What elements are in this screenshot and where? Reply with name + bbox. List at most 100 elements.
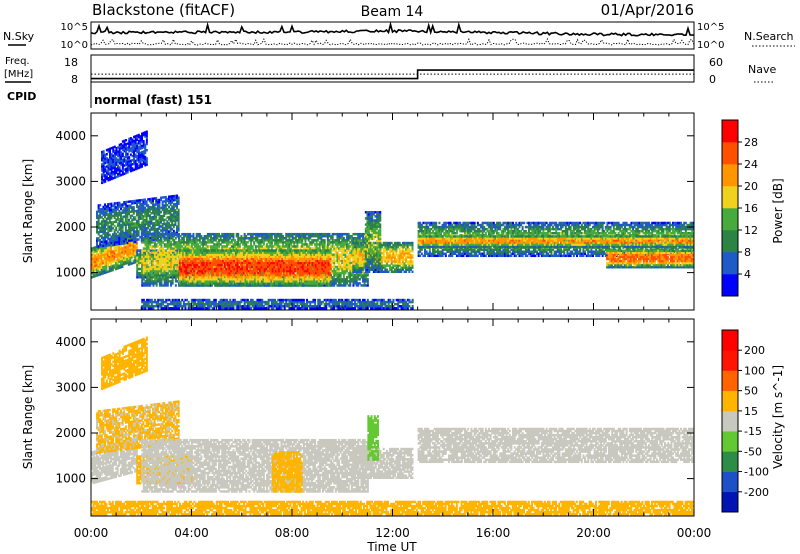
data-cell bbox=[149, 243, 152, 246]
data-cell bbox=[128, 158, 131, 161]
data-cell bbox=[118, 201, 121, 205]
data-cell bbox=[134, 199, 137, 203]
data-cell bbox=[229, 241, 232, 244]
data-cell bbox=[245, 245, 248, 248]
data-cell bbox=[137, 255, 140, 258]
data-cell bbox=[141, 132, 144, 135]
data-cell bbox=[177, 196, 180, 199]
data-cell bbox=[127, 248, 130, 252]
data-cell bbox=[165, 253, 168, 256]
data-cell bbox=[113, 168, 116, 171]
data-cell bbox=[177, 208, 180, 212]
data-cell bbox=[112, 222, 115, 226]
data-cell bbox=[123, 258, 125, 262]
data-cell bbox=[129, 222, 132, 226]
data-cell bbox=[146, 271, 149, 275]
data-cell bbox=[112, 150, 115, 153]
data-cell bbox=[211, 237, 214, 240]
data-cell bbox=[147, 284, 150, 287]
data-cell bbox=[307, 239, 310, 242]
data-cell bbox=[230, 234, 233, 238]
data-cell bbox=[163, 237, 166, 240]
data-cell bbox=[164, 202, 167, 205]
data-cell bbox=[95, 251, 98, 255]
data-cell bbox=[250, 241, 253, 244]
data-cell bbox=[136, 163, 139, 166]
data-cell bbox=[134, 234, 137, 238]
data-cell bbox=[110, 175, 113, 179]
data-cell bbox=[162, 251, 165, 254]
data-cell bbox=[144, 280, 147, 283]
data-cell bbox=[136, 269, 139, 273]
data-cell bbox=[146, 239, 149, 242]
data-cell bbox=[103, 251, 106, 254]
data-cell bbox=[118, 242, 121, 246]
data-cell bbox=[119, 255, 122, 259]
data-cell bbox=[131, 256, 133, 259]
data-cell bbox=[144, 284, 147, 287]
data-cell bbox=[194, 241, 197, 244]
data-cell bbox=[107, 247, 109, 251]
data-cell bbox=[210, 237, 213, 240]
data-cell bbox=[129, 147, 132, 150]
data-cell bbox=[137, 146, 140, 149]
data-cell bbox=[99, 252, 101, 256]
data-cell bbox=[147, 255, 150, 258]
data-cell bbox=[246, 241, 249, 244]
data-cell bbox=[155, 215, 158, 219]
data-cell bbox=[160, 265, 163, 269]
data-cell bbox=[156, 227, 159, 231]
data-cell bbox=[141, 234, 144, 238]
data-cell bbox=[168, 253, 171, 256]
data-cell bbox=[145, 210, 148, 214]
data-cell bbox=[171, 209, 174, 212]
data-cell bbox=[100, 262, 103, 265]
data-cell bbox=[210, 232, 213, 236]
data-cell bbox=[97, 273, 100, 277]
data-cell bbox=[97, 253, 100, 256]
data-cell bbox=[120, 211, 123, 215]
data-cell bbox=[160, 273, 163, 277]
data-cell bbox=[230, 245, 233, 248]
data-cell bbox=[152, 218, 155, 221]
data-cell bbox=[102, 218, 105, 221]
data-cell bbox=[124, 241, 127, 245]
data-cell bbox=[95, 247, 98, 251]
data-cell bbox=[139, 249, 142, 252]
data-cell bbox=[116, 242, 119, 246]
data-cell bbox=[224, 239, 227, 242]
data-cell bbox=[136, 273, 139, 277]
data-cell bbox=[142, 249, 145, 252]
data-cell bbox=[137, 219, 140, 223]
data-cell bbox=[115, 226, 118, 230]
data-cell bbox=[238, 243, 241, 246]
data-cell bbox=[194, 243, 197, 246]
data-cell bbox=[152, 238, 155, 241]
data-cell bbox=[146, 249, 149, 252]
data-cell bbox=[116, 254, 119, 258]
data-cell bbox=[163, 284, 166, 287]
data-cell bbox=[101, 175, 104, 178]
data-cell bbox=[123, 235, 126, 239]
data-cell bbox=[144, 229, 147, 232]
data-cell bbox=[185, 249, 188, 252]
data-cell bbox=[126, 208, 129, 212]
data-cell bbox=[97, 245, 100, 248]
data-cell bbox=[174, 251, 177, 254]
data-cell bbox=[128, 227, 131, 230]
data-cell bbox=[203, 243, 206, 246]
data-cell bbox=[127, 242, 130, 246]
data-cell bbox=[168, 249, 171, 252]
data-cell bbox=[104, 168, 107, 171]
data-cell bbox=[123, 215, 126, 218]
data-cell bbox=[173, 255, 176, 258]
data-cell bbox=[146, 276, 149, 279]
data-cell bbox=[142, 241, 145, 244]
data-cell bbox=[179, 245, 182, 248]
data-cell bbox=[136, 228, 139, 231]
data-cell bbox=[178, 241, 181, 244]
data-cell bbox=[110, 163, 113, 166]
data-cell bbox=[108, 209, 111, 212]
data-cell bbox=[262, 243, 265, 246]
data-cell bbox=[99, 248, 101, 252]
